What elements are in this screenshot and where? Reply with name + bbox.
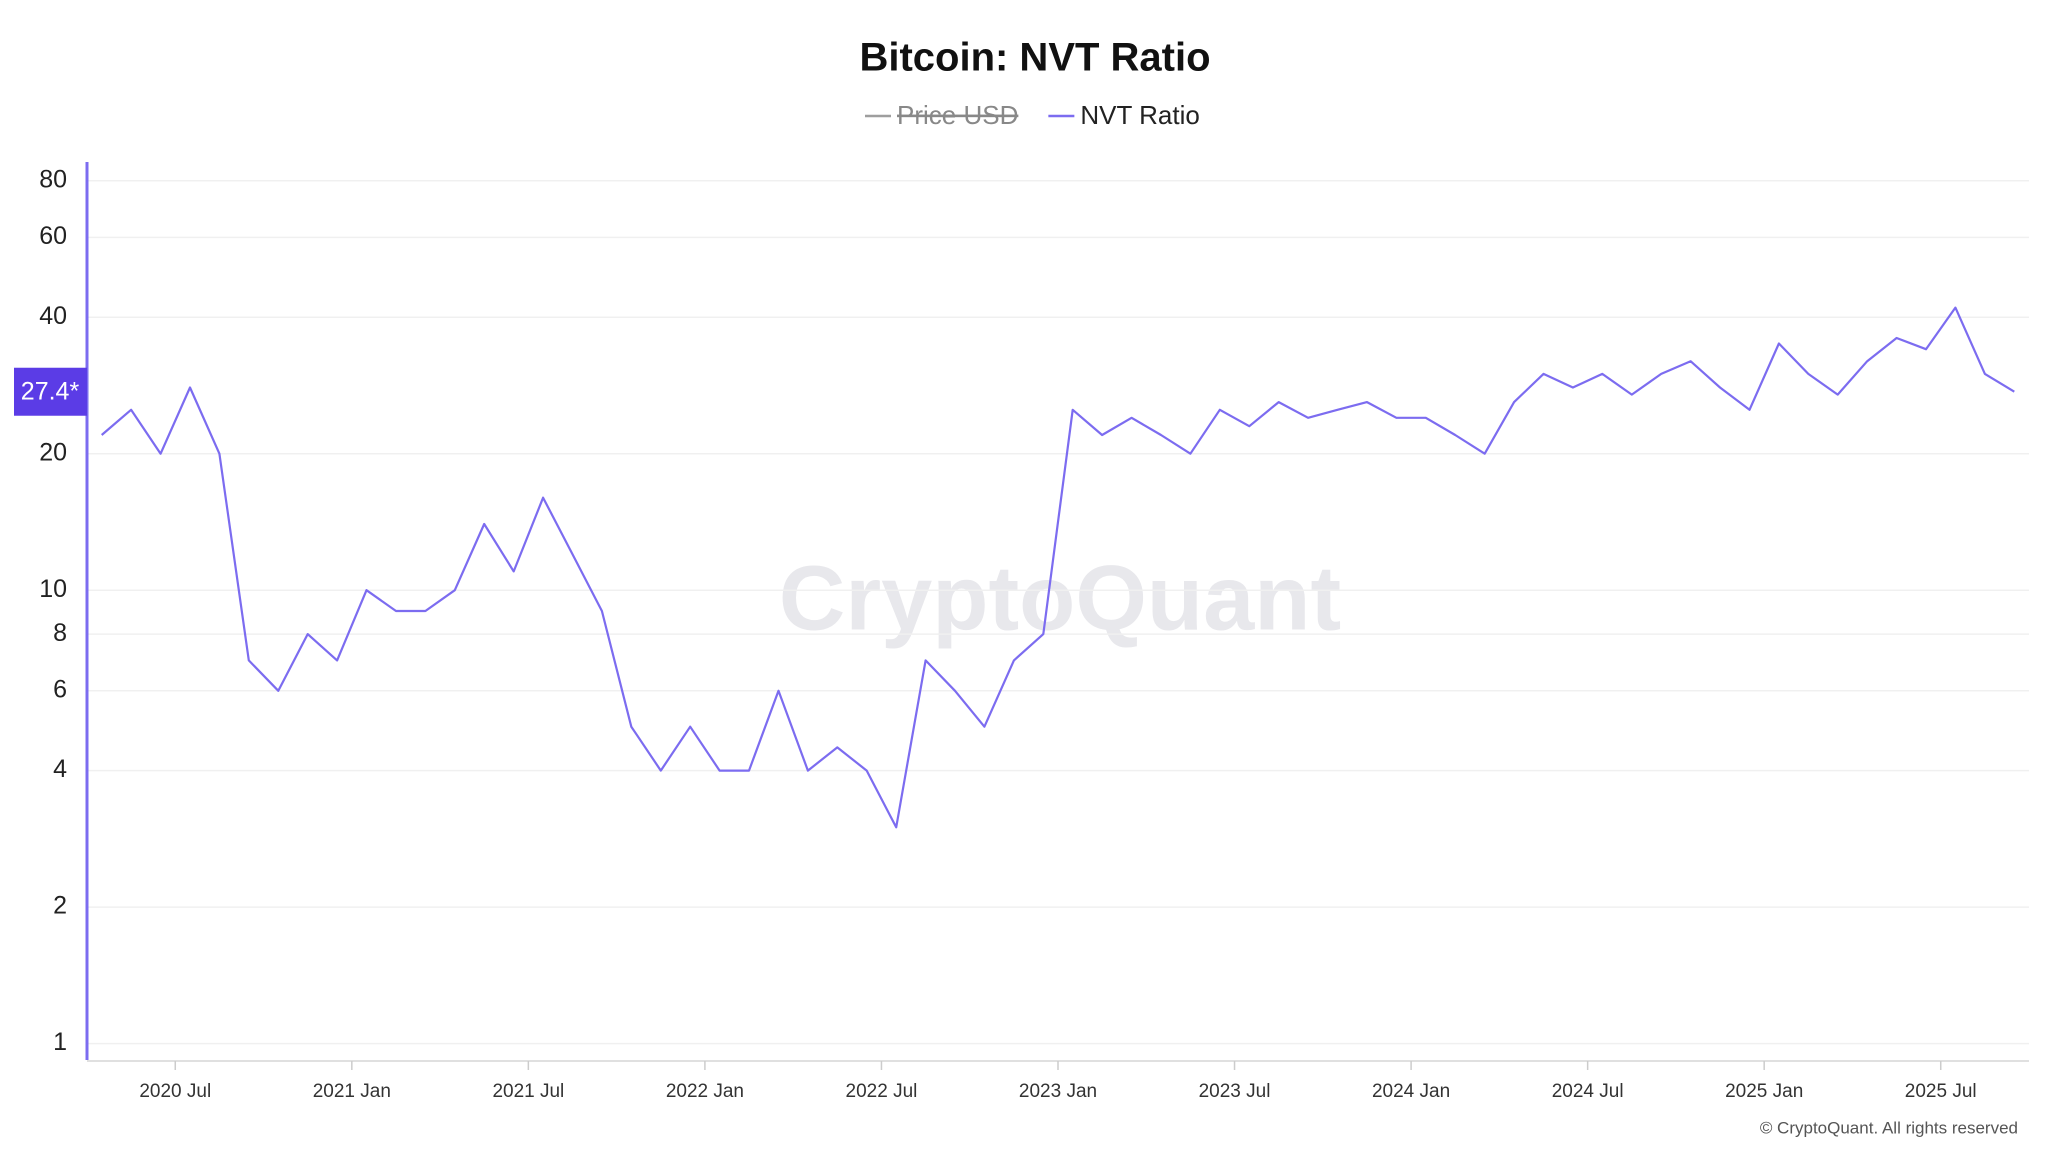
line-series xyxy=(100,306,2015,829)
legend-label: Price USD xyxy=(897,100,1018,130)
y-tick-label: 20 xyxy=(39,438,67,466)
y-tick-label: 2 xyxy=(53,892,67,920)
watermark: CryptoQuant xyxy=(779,547,1341,649)
y-tick-label: 4 xyxy=(53,755,67,783)
x-tick-label: 2022 Jul xyxy=(846,1081,918,1102)
legend-label: NVT Ratio xyxy=(1080,100,1199,130)
y-tick-label: 60 xyxy=(39,222,67,250)
current-value-box xyxy=(14,367,87,416)
current-value-label: 27.4* xyxy=(21,377,80,405)
y-tick-label: 10 xyxy=(39,575,67,603)
x-tick-label: 2023 Jul xyxy=(1199,1081,1271,1102)
legend-item: NVT Ratio xyxy=(1048,100,1200,130)
y-tick-label: 80 xyxy=(39,165,67,193)
y-tick-label: 6 xyxy=(53,675,67,703)
x-tick-label: 2024 Jan xyxy=(1372,1081,1450,1102)
x-tick-label: 2021 Jul xyxy=(492,1081,564,1102)
x-tick-label: 2022 Jan xyxy=(666,1081,744,1102)
chart-title: Bitcoin: NVT Ratio xyxy=(859,36,1210,80)
x-tick-label: 2020 Jul xyxy=(139,1081,211,1102)
y-tick-label: 40 xyxy=(39,302,67,330)
x-tick-label: 2025 Jul xyxy=(1905,1081,1977,1102)
x-tick-label: 2021 Jan xyxy=(313,1081,391,1102)
y-tick-label: 1 xyxy=(53,1028,67,1056)
x-tick-label: 2025 Jan xyxy=(1725,1081,1803,1102)
x-tick-label: 2024 Jul xyxy=(1552,1081,1624,1102)
footer: © CryptoQuant. All rights reserved xyxy=(1760,1118,2018,1137)
legend-item: Price USD xyxy=(865,100,1018,130)
x-tick-label: 2023 Jan xyxy=(1019,1081,1097,1102)
y-tick-label: 8 xyxy=(53,619,67,647)
